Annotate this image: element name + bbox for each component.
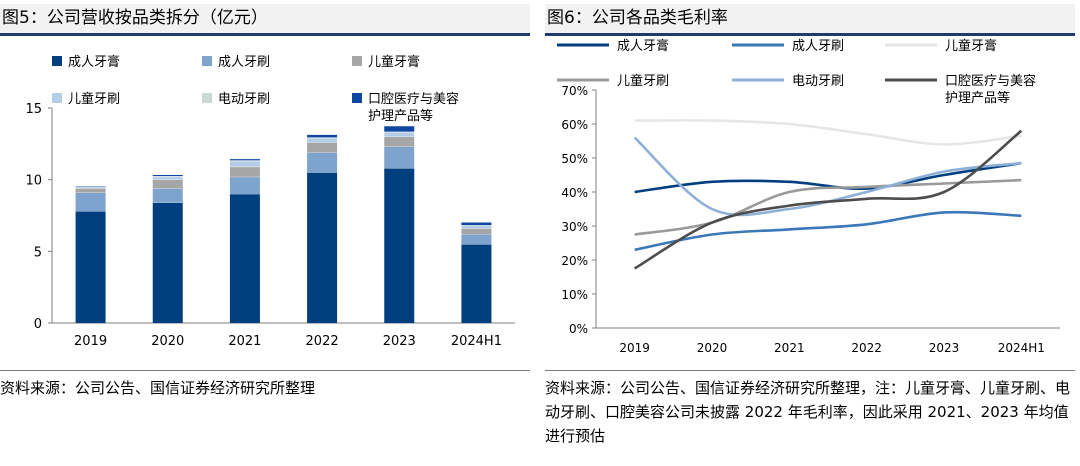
series-line (634, 210, 1022, 252)
legend-label: 儿童牙膏 (368, 54, 420, 70)
y-tick-label: 5 (34, 245, 42, 260)
legend-label: 护理产品等 (368, 108, 433, 124)
y-tick-label: 70% (561, 84, 588, 98)
bar-segment (229, 176, 260, 194)
y-tick-label: 10% (561, 288, 588, 302)
bar-segment (384, 146, 415, 169)
legend-swatch (202, 56, 212, 66)
x-tick-label: 2023 (929, 341, 960, 355)
bar-segment (229, 158, 260, 161)
legend-label: 口腔医疗与美容 (945, 73, 1036, 89)
figure-5-source-rule (0, 370, 530, 371)
bar-segment (152, 179, 183, 189)
bar-segment (384, 131, 415, 133)
figure-5-panel: 图5：公司营收按品类拆分（亿元） 成人牙膏 成人牙刷 儿童牙膏儿童牙刷 电动牙刷 口腔医… (0, 0, 530, 466)
series-line (633, 136, 1022, 217)
bar-segment (384, 136, 415, 147)
bar-segment (152, 188, 183, 203)
x-tick-label: 2019 (619, 341, 650, 355)
bar-segment (307, 172, 338, 323)
legend-label: 电动牙刷 (218, 92, 270, 107)
y-tick-label: 0% (569, 322, 588, 336)
bar-segment (461, 234, 492, 245)
x-tick-label: 2019 (74, 334, 107, 349)
legend-label: 成人牙膏 (617, 38, 669, 54)
figure-5-source: 资料来源：公司公告、国信证券经济研究所整理 (0, 379, 316, 397)
bar-segment (152, 174, 183, 177)
x-tick-label: 2024H1 (451, 334, 502, 349)
bar-segment (461, 228, 492, 235)
legend-swatch (352, 56, 362, 66)
y-tick-label: 40% (561, 186, 588, 200)
bar-segment (384, 168, 415, 323)
bar-segment (307, 137, 338, 139)
y-tick-label: 10 (25, 174, 42, 189)
bar-segment (384, 132, 415, 137)
bar-segment (75, 192, 106, 212)
legend-label: 口腔医疗与美容 (368, 91, 459, 107)
legend-label: 儿童牙刷 (68, 91, 120, 107)
bar-segment (307, 142, 338, 153)
figure-6-title-rule (545, 33, 1075, 36)
bar-segment (152, 202, 183, 323)
bar-segment (461, 225, 492, 229)
legend-label: 成人牙刷 (218, 55, 270, 70)
legend-swatch (52, 93, 62, 103)
bar-segment (75, 188, 106, 193)
bar-segment (229, 160, 260, 162)
legend-swatch (52, 56, 62, 66)
legend-label: 儿童牙刷 (617, 73, 669, 89)
bar-segment (229, 166, 260, 177)
legend-label: 成人牙刷 (792, 39, 844, 54)
y-tick-label: 20% (561, 254, 588, 268)
figure-5-title-rule (0, 33, 530, 36)
bar-segment (75, 186, 106, 189)
x-tick-label: 2021 (774, 341, 805, 355)
legend-label: 成人牙膏 (68, 54, 120, 70)
legend-swatch (352, 93, 362, 103)
y-tick-label: 60% (561, 118, 588, 132)
series-line (634, 119, 1022, 146)
figure-6-source-rule (545, 370, 1075, 371)
legend-label: 电动牙刷 (792, 74, 844, 89)
y-tick-label: 15 (25, 102, 42, 117)
x-tick-label: 2022 (306, 334, 339, 349)
x-tick-label: 2020 (151, 334, 184, 349)
bar-segment (75, 186, 106, 187)
legend-swatch (202, 93, 212, 103)
bar-segment (152, 176, 183, 177)
series-line (634, 129, 1023, 270)
x-tick-label: 2024H1 (998, 341, 1045, 355)
bar-segment (75, 211, 106, 323)
bar-segment (229, 161, 260, 167)
x-tick-label: 2023 (383, 334, 416, 349)
y-tick-label: 50% (561, 152, 588, 166)
figure-6-source: 资料来源：公司公告、国信证券经济研究所整理，注：儿童牙膏、儿童牙刷、电动牙刷、口… (545, 379, 1071, 445)
bar-segment (461, 222, 492, 226)
x-tick-label: 2022 (851, 341, 882, 355)
figure-5-title: 图5：公司营收按品类拆分（亿元） (0, 4, 530, 34)
y-tick-label: 30% (561, 220, 588, 234)
bar-segment (307, 138, 338, 143)
bar-segment (461, 244, 492, 323)
bar-segment (307, 152, 338, 173)
bar-segment (384, 125, 415, 132)
x-tick-label: 2020 (697, 341, 728, 355)
y-tick-label: 0 (34, 317, 42, 332)
series-line (634, 161, 1022, 194)
legend-label: 护理产品等 (945, 90, 1010, 106)
x-tick-label: 2021 (228, 334, 261, 349)
figure-6-title: 图6：公司各品类毛利率 (545, 4, 1075, 34)
bar-segment (307, 134, 338, 138)
bar-segment (152, 176, 183, 180)
figure-6-panel: 图6：公司各品类毛利率 成人牙膏 成人牙刷 儿童牙膏儿童牙刷 电动牙刷 口腔医疗与美容护… (545, 0, 1075, 466)
bar-segment (229, 194, 260, 323)
legend-label: 儿童牙膏 (945, 38, 997, 54)
